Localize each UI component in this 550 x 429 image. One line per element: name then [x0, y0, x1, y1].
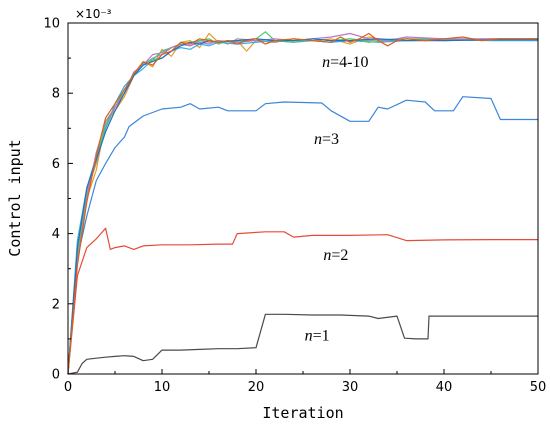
series-line-3: [67, 96, 538, 375]
y-tick-label: 10: [43, 17, 60, 32]
series-annotation: n=4-10: [322, 54, 368, 71]
x-tick-label: 50: [530, 380, 547, 395]
ticks-layer: 0 10 20 30 40 50 0 2 4 6 8 10: [43, 17, 546, 396]
labels-layer: n=4-10 n=3 n=2 n=1: [305, 54, 369, 345]
x-axis-title: Iteration: [262, 404, 343, 422]
series-line-2: [67, 227, 538, 375]
series-line-6: [67, 39, 538, 375]
series-line-10: [67, 32, 538, 375]
x-tick-label: 20: [248, 380, 265, 395]
y-axis-title: Control input: [6, 139, 24, 256]
series-layer: [67, 31, 539, 375]
y-tick-label: 6: [52, 157, 60, 172]
y-tick-label: 4: [52, 227, 60, 242]
series-line-4: [67, 32, 538, 375]
series-annotation: n=2: [323, 247, 348, 264]
series-annotation: n=1: [305, 328, 330, 345]
series-line-1: [67, 313, 538, 375]
series-annotation: n=3: [314, 131, 339, 148]
x-tick-label: 10: [154, 380, 171, 395]
plot-frame: [67, 22, 539, 375]
series-line-7: [67, 31, 539, 375]
y-tick-label: 8: [52, 87, 60, 102]
axes-layer: [67, 22, 539, 375]
y-scale-label: ×10⁻³: [75, 7, 112, 21]
series-line-9: [67, 38, 538, 375]
x-tick-label: 0: [64, 380, 72, 395]
series-line-8: [67, 32, 538, 375]
x-tick-label: 30: [342, 380, 359, 395]
y-tick-label: 0: [52, 368, 60, 383]
series-line-5: [67, 38, 538, 375]
x-tick-label: 40: [436, 380, 453, 395]
y-tick-label: 2: [52, 297, 60, 312]
